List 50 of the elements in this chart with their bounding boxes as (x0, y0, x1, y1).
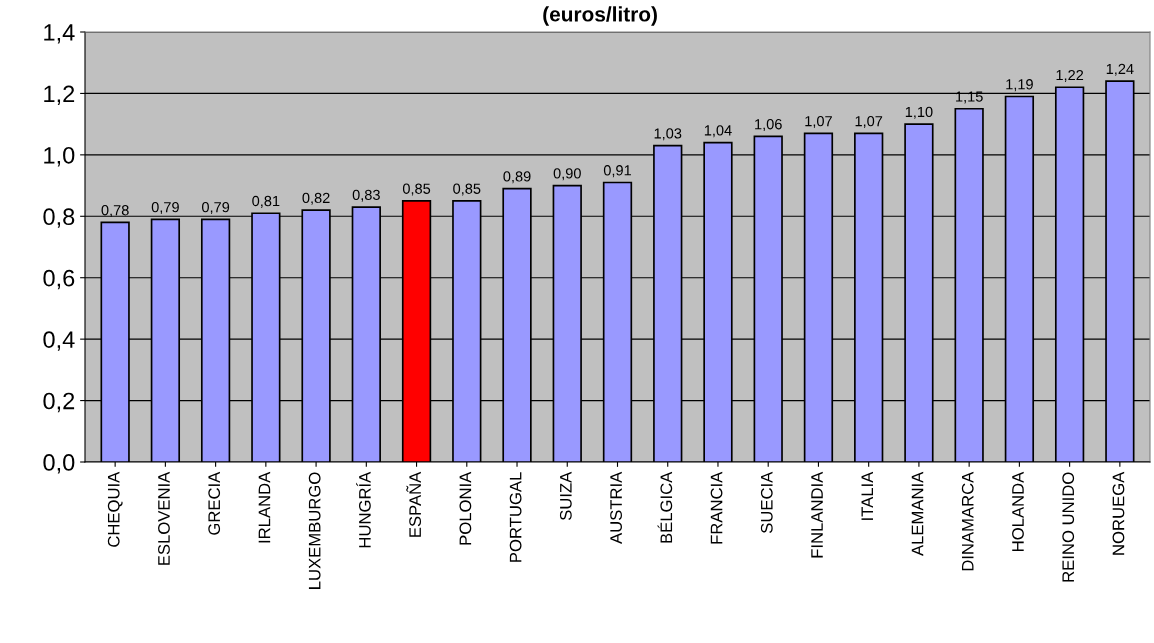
x-tick-label: SUIZA (559, 471, 572, 521)
x-tick-label: LUXEMBURGO (308, 472, 321, 589)
x-tick-label: POLONIA (459, 471, 472, 545)
data-label: 0,90 (553, 168, 581, 181)
data-label: 0,89 (503, 171, 531, 184)
data-label: 1,03 (654, 128, 682, 141)
data-label: 1,06 (755, 119, 782, 132)
x-tick-label: SUECIA (760, 471, 773, 534)
x-tick-label: IRLANDA (258, 471, 271, 543)
x-tick-label: FRANCIA (710, 471, 723, 544)
y-tick-label: 1,4 (44, 24, 75, 44)
data-label: 1,07 (855, 115, 883, 129)
data-label: 1,04 (704, 125, 732, 138)
data-label: 0,82 (302, 192, 330, 205)
x-tick-label: CHEQUIA (107, 471, 123, 547)
y-tick-label: 0,0 (43, 454, 75, 474)
data-label: 0,91 (603, 165, 631, 178)
x-tick-label: NORUEGA (1112, 471, 1125, 555)
data-label: 1,19 (1006, 79, 1033, 92)
x-tick-label: FINLANDIA (811, 471, 823, 558)
x-tick-label: DINAMARCA (961, 471, 974, 571)
x-tick-label: HUNGRÍA (356, 471, 371, 548)
data-label: 1,22 (1056, 69, 1084, 82)
y-tick-label: 1,0 (44, 146, 75, 167)
data-label: 1,07 (805, 115, 832, 129)
x-tick-label: ESPAÑA (406, 471, 422, 537)
data-label: 0,83 (352, 189, 380, 202)
data-label: 1,24 (1106, 63, 1134, 76)
x-tick-label: ESLOVENIA (158, 471, 170, 565)
data-label: 0,85 (402, 183, 431, 196)
x-tick-label: BÉLGICA (657, 471, 673, 543)
x-tick-label: AUSTRIA (610, 471, 622, 544)
y-tick-label: 0,8 (43, 208, 75, 228)
data-label: 0,78 (101, 205, 129, 218)
x-tick-label: ITALIA (861, 471, 873, 520)
y-tick-label: 1,2 (44, 85, 75, 106)
x-tick-label: GRECIA (208, 471, 221, 535)
x-tick-label: REINO UNIDO (1062, 472, 1075, 582)
chart-title: (euros/litro) (543, 6, 657, 26)
y-tick-label: 0,2 (43, 392, 75, 413)
data-label: 1,10 (905, 106, 933, 119)
data-label: 0,79 (151, 201, 179, 215)
x-tick-label: HOLANDA (1012, 471, 1024, 551)
data-label: 0,81 (252, 195, 280, 208)
x-tick-label: ALEMANIA (911, 471, 924, 556)
y-tick-label: 0,6 (43, 269, 75, 290)
data-label: 0,79 (201, 201, 230, 215)
x-tick-label: PORTUGAL (509, 472, 522, 562)
y-tick-label: 0,4 (43, 331, 75, 351)
data-label: 0,85 (453, 183, 481, 196)
